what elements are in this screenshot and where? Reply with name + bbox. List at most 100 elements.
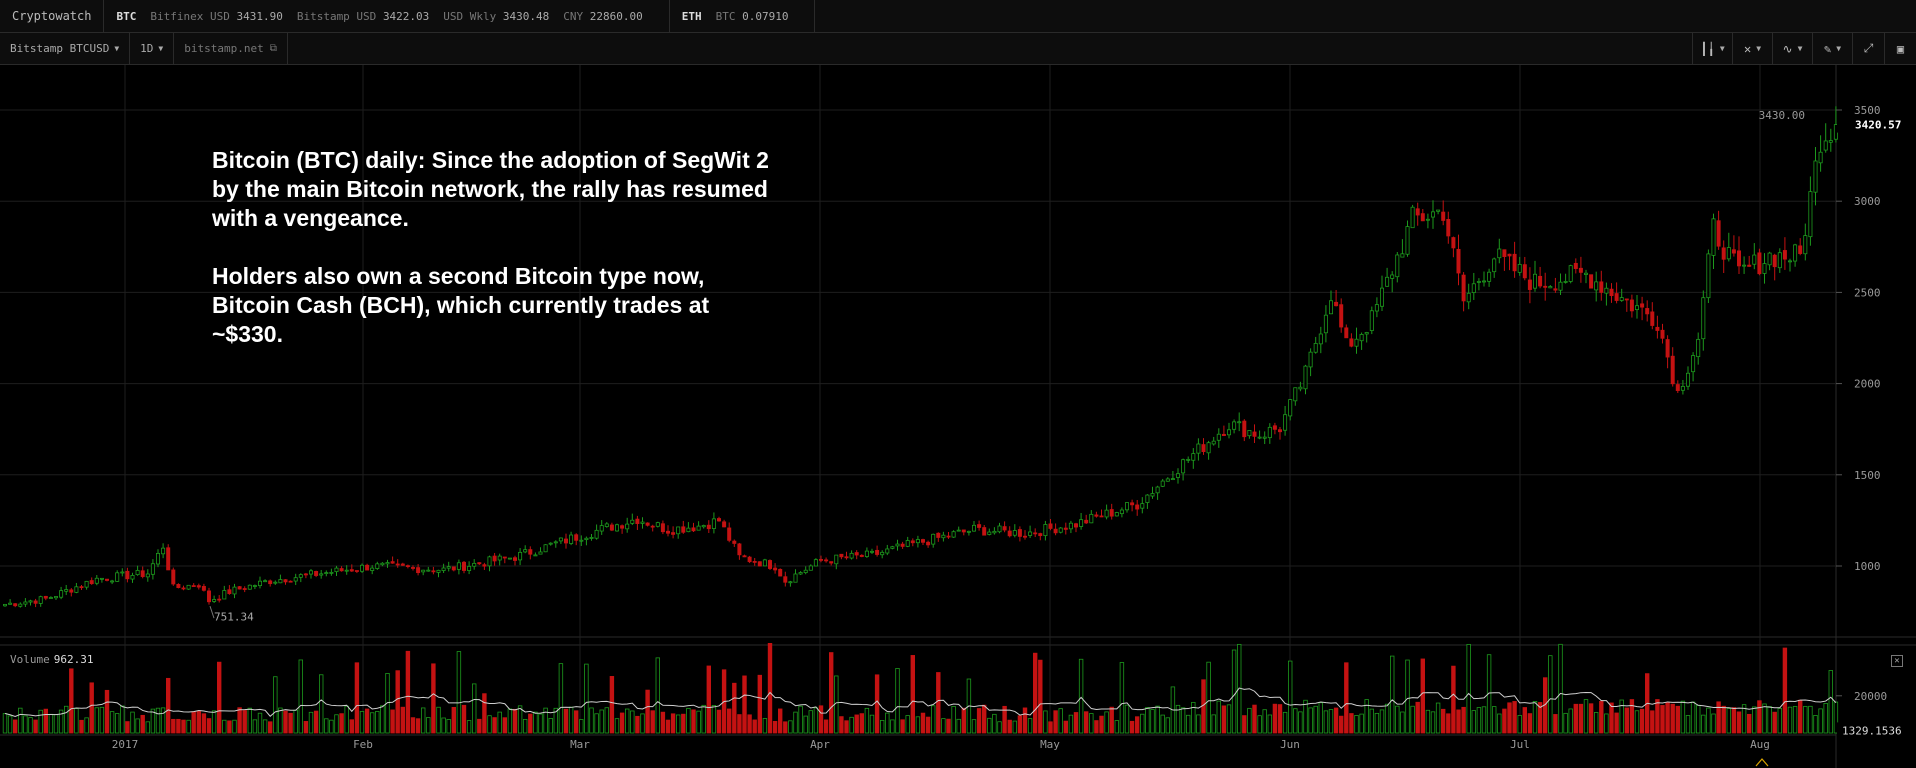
eth-ticker-group[interactable]: ETH BTC 0.07910 (670, 0, 816, 33)
candle-up (456, 562, 461, 570)
volume-bar-up (1196, 714, 1201, 734)
volume-bar-down (1772, 711, 1777, 734)
ticker-eth-btc[interactable]: BTC 0.07910 (715, 9, 789, 23)
candle-down (854, 552, 859, 556)
ticker-bitstamp[interactable]: Bitstamp USD 3422.03 (296, 9, 430, 23)
candle-down (451, 566, 456, 571)
candle-down (390, 561, 395, 564)
candle-up (1487, 271, 1492, 282)
ticker-bitfinex[interactable]: Bitfinex USD 3431.90 (150, 9, 283, 23)
candles-icon[interactable]: ┃╽ ▼ (1692, 33, 1732, 64)
candle-down (620, 525, 625, 529)
close-icon[interactable]: ✕ (1891, 655, 1903, 667)
volume-bar-down (645, 689, 650, 734)
volume-bar-up (1078, 658, 1084, 734)
volume-bar-up (686, 707, 691, 734)
volume-bar-up (1390, 655, 1395, 734)
volume-bar-up (1568, 708, 1573, 734)
volume-bar-down (1073, 712, 1079, 734)
volume-bar-up (589, 707, 594, 734)
indicators-icon[interactable]: ∿ ▼ (1772, 33, 1812, 64)
candle-up (788, 581, 793, 584)
volume-bar-up (1354, 715, 1359, 734)
candle-up (1788, 260, 1793, 263)
ticker-cny[interactable]: CNY 22860.00 (563, 9, 643, 23)
candle-down (1538, 275, 1543, 287)
volume-bar-up (1267, 714, 1272, 734)
volume-bar-up (869, 714, 875, 734)
candle-up (1227, 429, 1232, 436)
volume-bar-up (1726, 708, 1731, 734)
market-selector[interactable]: Bitstamp BTCUSD ▼ (0, 33, 131, 64)
candle-down (859, 554, 864, 557)
candle-down (461, 561, 466, 571)
volume-bar-down (681, 713, 686, 734)
chevron-down-icon: ▼ (158, 44, 164, 53)
volume-bar-up (426, 717, 431, 734)
volume-bar-up (99, 706, 105, 734)
candle-up (1476, 281, 1481, 283)
brand-logo[interactable]: Cryptowatch (0, 0, 105, 33)
volume-bar-up (375, 711, 380, 734)
volume-bar-down (1716, 701, 1721, 734)
candle-down (206, 590, 211, 603)
source-link[interactable]: bitstamp.net ⧉ (174, 33, 288, 64)
candle-up (640, 521, 645, 524)
candle-down (1344, 327, 1349, 339)
volume-bar-up (1563, 712, 1568, 734)
window-icon[interactable]: ▣ (1884, 33, 1916, 64)
candle-down (1099, 515, 1104, 518)
volume-bar-up (1068, 714, 1074, 734)
interval-selector[interactable]: 1D ▼ (130, 33, 175, 64)
x-tick-label: Feb (353, 738, 373, 751)
candle-up (1012, 530, 1017, 536)
volume-bar-down (665, 719, 671, 734)
price-chart[interactable]: 3430.00 751.34 1000 1500 2000 2500 3000 3500 20… (0, 65, 1916, 768)
volume-bar-down (1736, 711, 1742, 734)
volume-bar-down (767, 643, 773, 734)
volume-bar-up (941, 718, 946, 734)
chart-tools: ┃╽ ▼ ✕ ▼ ∿ ▼ ✎ ▼ ⤢ ▣ (1692, 33, 1916, 64)
volume-bar-down (528, 713, 533, 734)
fullscreen-icon[interactable]: ⤢ (1852, 33, 1884, 64)
volume-bar-up (558, 663, 564, 734)
candle-up (793, 573, 798, 583)
candle-up (849, 552, 854, 559)
volume-bar-up (1803, 705, 1808, 734)
volume-bar-down (1221, 705, 1227, 734)
candle-down (1650, 311, 1655, 326)
candle-down (660, 523, 665, 533)
candle-up (59, 590, 64, 598)
candle-down (875, 549, 880, 555)
volume-bar-up (1517, 715, 1522, 734)
volume-bar-up (18, 707, 23, 734)
candle-down (717, 518, 722, 522)
candle-down (829, 561, 834, 564)
draw-icon[interactable]: ✎ ▼ (1812, 33, 1852, 64)
volume-bar-down (670, 713, 676, 734)
volume-bar-up (278, 707, 283, 734)
crosshair-icon[interactable]: ✕ ▼ (1732, 33, 1772, 64)
candle-down (650, 525, 655, 528)
btc-ticker-group[interactable]: BTC Bitfinex USD 3431.90 Bitstamp USD 34… (104, 0, 670, 33)
candle-up (1395, 254, 1400, 278)
candle-down (1278, 429, 1283, 433)
volume-bar-down (1798, 699, 1803, 734)
candle-up (247, 584, 252, 590)
candle-up (523, 549, 528, 553)
volume-bar-up (1247, 707, 1252, 734)
ticker-usd-wkly[interactable]: USD Wkly 3430.48 (443, 9, 550, 23)
volume-bar-up (456, 651, 462, 734)
volume-bar-up (1497, 713, 1502, 734)
volume-bar-up (885, 712, 890, 734)
volume-bar-up (329, 719, 334, 734)
candle-down (166, 547, 171, 571)
volume-bar-up (517, 705, 523, 734)
candle-down (283, 579, 288, 583)
candle-up (1466, 292, 1471, 303)
volume-bar-up (1211, 714, 1216, 734)
volume-bar-down (237, 707, 242, 734)
candle-down (783, 576, 788, 583)
volume-bar-down (783, 721, 788, 734)
candle-up (762, 559, 767, 567)
